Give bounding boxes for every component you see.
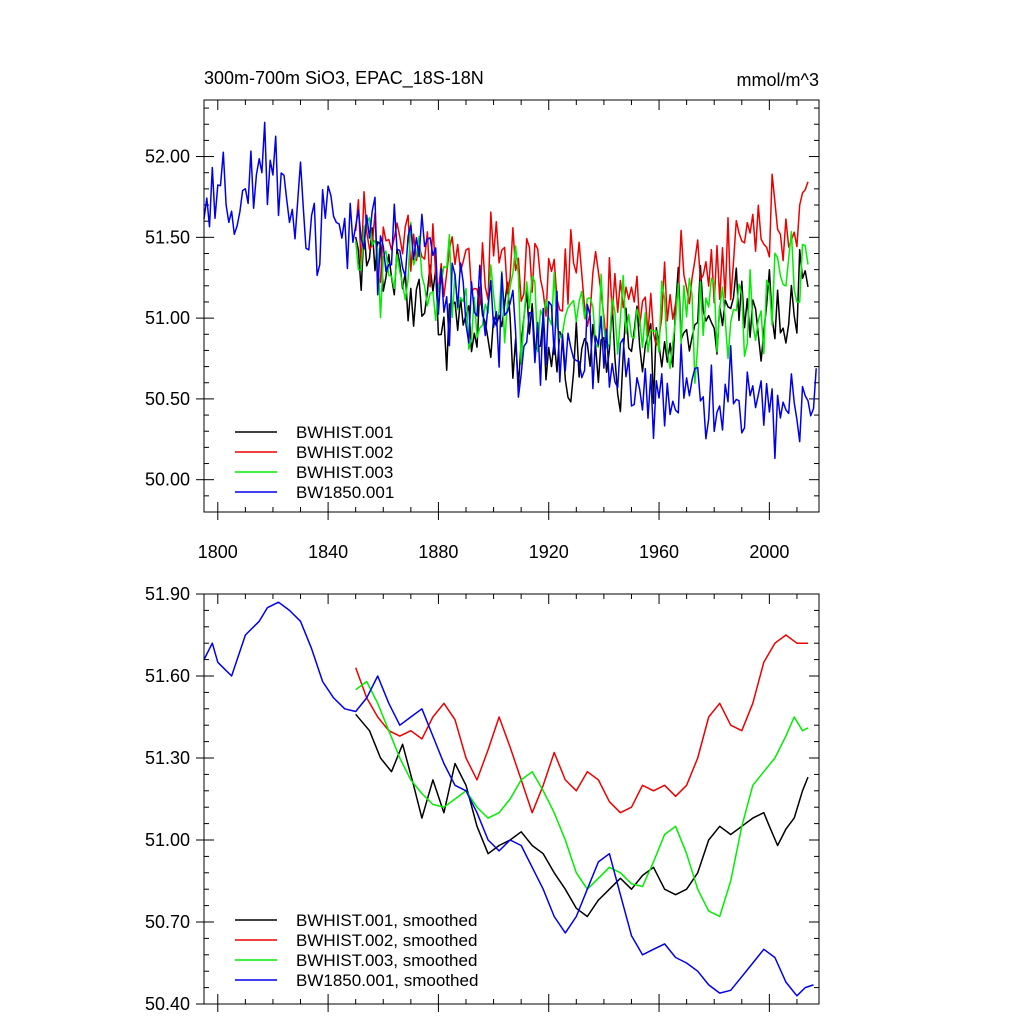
- x-tick-label: 2000: [749, 542, 789, 562]
- series-line-bw1850-001-smoothed: [203, 601, 814, 997]
- chart-title: 300m-700m SiO3, EPAC_18S-18N: [204, 68, 484, 89]
- y-tick-label: 50.40: [145, 994, 190, 1014]
- bottom-plot-frame: [203, 593, 820, 1005]
- y-tick-label: 51.00: [145, 308, 190, 328]
- x-tick-label: 1840: [308, 542, 348, 562]
- top-panel: 300m-700m SiO3, EPAC_18S-18N mmol/m^3 18…: [145, 68, 820, 562]
- y-tick-label: 50.00: [145, 470, 190, 490]
- series-line-bw1850-001: [203, 121, 817, 460]
- series-line-bwhist-002: [354, 173, 809, 347]
- legend-label: BW1850.001, smoothed: [296, 971, 478, 990]
- y-tick-label: 51.60: [145, 666, 190, 686]
- top-series-lines: [203, 121, 817, 460]
- legend-label: BW1850.001: [296, 483, 394, 502]
- legend-label: BWHIST.002: [296, 443, 393, 462]
- x-tick-label: 1800: [198, 542, 238, 562]
- y-tick-label: 51.50: [145, 227, 190, 247]
- legend-label: BWHIST.001, smoothed: [296, 911, 477, 930]
- x-tick-label: 1920: [529, 542, 569, 562]
- series-line-bwhist-002-smoothed: [354, 634, 808, 814]
- y-tick-label: 51.00: [145, 830, 190, 850]
- y-tick-label: 50.50: [145, 389, 190, 409]
- legend-label: BWHIST.003, smoothed: [296, 951, 477, 970]
- x-tick-label: 1960: [639, 542, 679, 562]
- bottom-series-lines: [203, 601, 814, 997]
- chart-units: mmol/m^3: [737, 70, 819, 90]
- legend-label: BWHIST.003: [296, 463, 393, 482]
- legend-label: BWHIST.002, smoothed: [296, 931, 477, 950]
- top-plot-frame: [203, 99, 820, 513]
- bottom-panel: 50.40 50.70 51.00 51.30 51.60 51.90 BWHIST.00…: [145, 584, 820, 1014]
- y-tick-label: 51.90: [145, 584, 190, 604]
- y-tick-label: 52.00: [145, 147, 190, 167]
- y-tick-label: 51.30: [145, 748, 190, 768]
- top-axis-ticks: 1800 1840 1880 1920 1960 2000 50.00 50.50 51.00 5…: [145, 100, 819, 562]
- series-line-bwhist-001-smoothed: [355, 713, 809, 918]
- legend-label: BWHIST.001: [296, 423, 393, 442]
- x-tick-label: 1880: [418, 542, 458, 562]
- y-tick-label: 50.70: [145, 912, 190, 932]
- series-line-bwhist-003: [354, 216, 809, 384]
